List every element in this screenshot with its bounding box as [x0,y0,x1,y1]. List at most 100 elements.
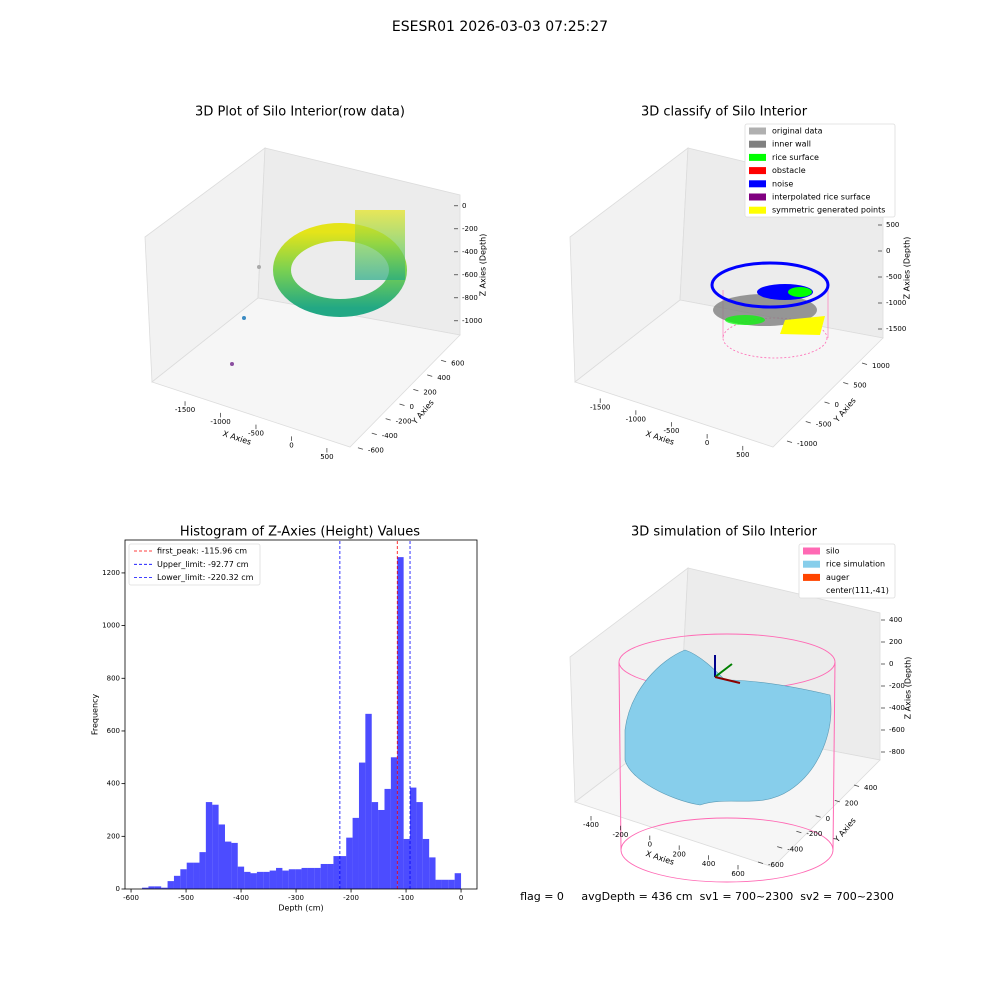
y-tick-label: -400 [787,846,803,854]
x-tick-label: -1500 [590,403,610,411]
tick-mark [786,440,793,443]
z-tick-label: -400 [462,248,478,256]
y-tick-label: 0 [835,401,839,409]
legend-swatch [803,573,820,581]
y-tick-label: 1000 [872,362,890,370]
bar [378,809,385,889]
bar [282,870,289,889]
legend-swatch [749,167,766,175]
bar [346,837,353,889]
bar [435,879,442,889]
tick-mark [413,389,419,392]
bar [358,762,366,889]
x-tick-label: 0 [648,841,652,849]
bar [269,870,277,889]
y-tick-label: 200 [107,832,120,840]
z-tick-label: 0 [889,660,893,668]
z-tick-label: -400 [889,704,905,712]
bar [410,787,417,889]
chart-title: 3D simulation of Silo Interior [631,525,818,540]
tick-mark [399,403,405,406]
z-tick-label: -600 [889,726,905,734]
bar [448,879,455,889]
legend-swatch [749,193,766,201]
bar [224,841,232,889]
y-tick-label: 0 [826,815,830,823]
x-tick-label: -200 [612,831,628,839]
x-tick-label: -300 [288,894,304,902]
y-tick-label: 600 [107,727,120,735]
legend-swatch [749,180,766,188]
bar [244,871,251,889]
y-axis-label: Frequency [91,694,100,736]
y-tick-label: 1200 [102,569,120,577]
bar [173,875,181,889]
z-axis-label: Z Axies (Depth) [904,657,913,720]
y-tick-label: 600 [451,359,464,367]
bar [250,873,257,889]
tick-mark [757,861,764,864]
tick-mark [815,815,821,818]
bar [186,862,194,889]
bar [161,887,168,889]
bar [180,869,187,889]
legend-swatch [749,140,766,148]
y-tick-label: 200 [845,799,858,807]
bar [454,873,462,889]
legend-label: inner wall [772,140,811,149]
legend-label: first_peak: -115.96 cm [157,547,247,556]
z-tick-label: -1000 [886,299,906,307]
x-tick-label: -200 [343,894,359,902]
bar [307,867,315,889]
x-tick-label: -1500 [175,406,195,414]
chart-title: 3D classify of Silo Interior [641,105,808,120]
legend-box [744,123,896,218]
bar [212,804,219,889]
bar [441,879,449,889]
legend-label: noise [772,179,793,188]
z-tick-label: -800 [889,748,905,756]
y-tick-label: -400 [382,432,398,440]
legend-label: original data [772,127,823,136]
bar [339,856,347,889]
x-tick-label: -600 [123,894,139,902]
bar [397,557,404,889]
z-tick-label: 400 [889,616,902,624]
bar [403,838,411,889]
legend-label: symmetric generated points [772,206,885,215]
point-cloud [230,210,407,366]
panes [569,147,884,448]
legend-swatch [749,127,766,135]
legend-label: silo [826,547,840,556]
bar [231,842,238,889]
z-tick-label: -200 [462,225,478,233]
y-tick-label: -500 [816,421,832,429]
tick-mark [777,846,783,849]
bar [288,869,296,889]
legend-label: center(111,-41) [826,586,889,595]
z-tick-label: -1000 [462,317,482,325]
y-tick-label: -200 [396,418,412,426]
z-tick-label: -500 [886,273,902,281]
y-tick-label: -1000 [797,440,817,448]
bar [384,788,391,889]
x-tick-label: 0 [705,439,709,447]
x-tick-label: 500 [736,451,749,459]
y-tick-label: -600 [368,447,384,455]
bar [205,802,213,889]
point-cloud [710,261,830,359]
chart-title: 3D Plot of Silo Interior(row data) [195,105,405,120]
x-tick-label: 0 [289,441,293,449]
legend-swatch [749,153,766,161]
x-tick-label: -100 [398,894,414,902]
bar [237,866,245,889]
bar [320,863,328,889]
legend-label: rice simulation [826,560,885,569]
bar [167,881,174,889]
tick-mark [440,359,447,363]
x-tick-label: -500 [248,430,264,438]
x-tick-label: -1000 [210,418,230,426]
bar [352,817,359,889]
y-tick-label: 500 [853,382,866,390]
